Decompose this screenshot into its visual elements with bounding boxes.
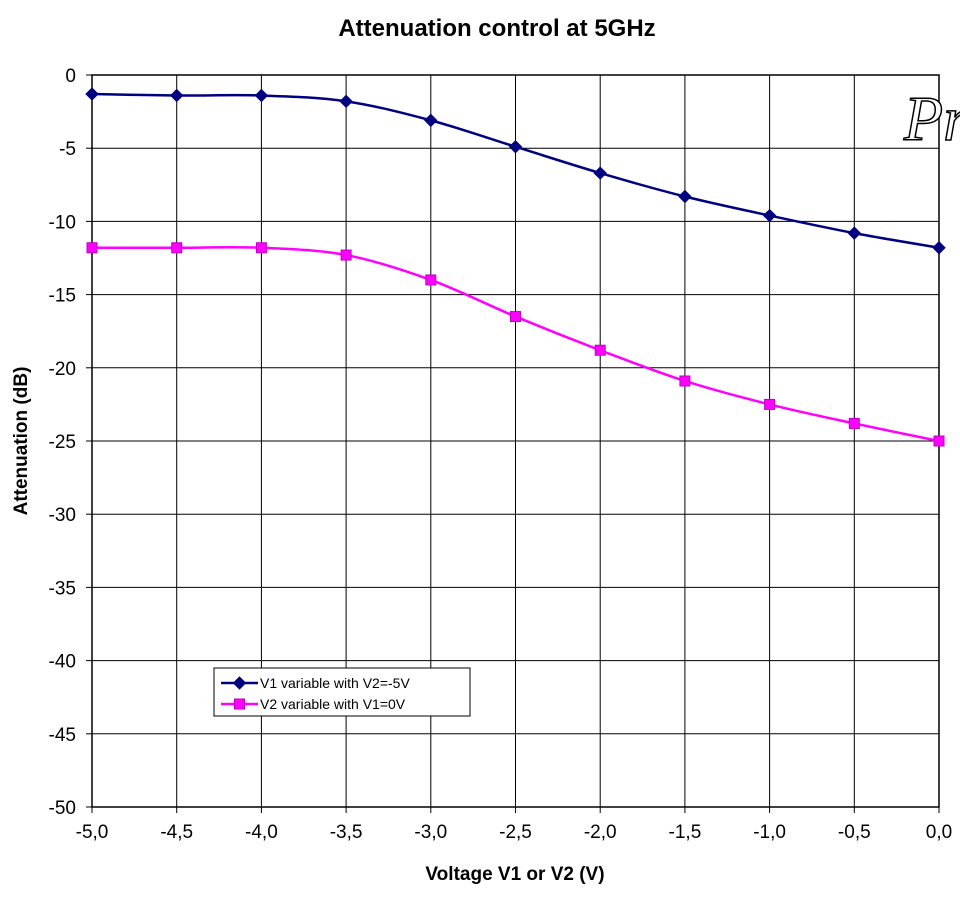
x-tick-label: -5,0: [76, 822, 109, 843]
series-1-point: [764, 210, 776, 222]
legend: V1 variable with V2=-5V V2 variable with …: [214, 668, 470, 716]
series-2-point: [256, 243, 266, 253]
y-tick-label: -50: [49, 798, 76, 819]
series-1-point: [594, 167, 606, 179]
series-2-point: [680, 376, 690, 386]
series-2-point: [426, 275, 436, 285]
y-tick-label: -10: [49, 212, 76, 233]
x-tick-label: -1,0: [753, 822, 786, 843]
y-tick-label: -25: [49, 432, 76, 453]
x-tick-label: -4,0: [245, 822, 278, 843]
x-tick-label: -0,5: [838, 822, 871, 843]
legend-marker-2: [235, 699, 245, 709]
x-tick-label: -1,5: [669, 822, 702, 843]
legend-label-2: V2 variable with V1=0V: [260, 696, 406, 712]
x-tick-label: -3,5: [330, 822, 363, 843]
legend-label-1: V1 variable with V2=-5V: [260, 675, 410, 691]
y-tick-label: -15: [49, 286, 76, 307]
x-axis-label: Voltage V1 or V2 (V): [425, 864, 604, 885]
series-1-point: [255, 89, 267, 101]
series-2-point: [849, 418, 859, 428]
series-1-point: [933, 242, 945, 254]
y-tick-label: -5: [59, 139, 76, 160]
chart-title: Attenuation control at 5GHz: [338, 15, 655, 42]
y-tick-label: -35: [49, 578, 76, 599]
x-tick-labels: -5,0 -4,5 -4,0 -3,5 -3,0 -2,5 -2,0 -1,5 -1,0 -0,5…: [76, 822, 953, 843]
series-2-point: [765, 399, 775, 409]
series-1-point: [340, 95, 352, 107]
y-tick-label: 0: [65, 66, 76, 87]
series-1-point: [86, 88, 98, 100]
y-tick-label: -45: [49, 725, 76, 746]
series-2-point: [595, 345, 605, 355]
x-tick-label: -2,0: [584, 822, 617, 843]
x-tick-label: -3,0: [414, 822, 447, 843]
y-axis-label: Attenuation (dB): [11, 367, 32, 516]
y-tick-label: -40: [49, 652, 76, 673]
y-tick-label: -30: [49, 505, 76, 526]
series-2-point: [87, 243, 97, 253]
y-tick-labels: 0 -5 -10 -15 -20 -25 -30 -35 -40 -45 -50: [49, 66, 76, 819]
series-1-point: [425, 114, 437, 126]
watermark: Pre: [903, 83, 960, 154]
x-tick-label: 0,0: [926, 822, 952, 843]
x-tick-label: -2,5: [499, 822, 532, 843]
series-1-point: [510, 141, 522, 153]
x-tick-label: -4,5: [160, 822, 193, 843]
series-1-point: [679, 191, 691, 203]
series-2-point: [341, 250, 351, 260]
series-1-point: [848, 227, 860, 239]
series-2-point: [172, 243, 182, 253]
series-2-point: [934, 436, 944, 446]
series-1-point: [171, 89, 183, 101]
y-tick-label: -20: [49, 359, 76, 380]
series-2-point: [511, 312, 521, 322]
